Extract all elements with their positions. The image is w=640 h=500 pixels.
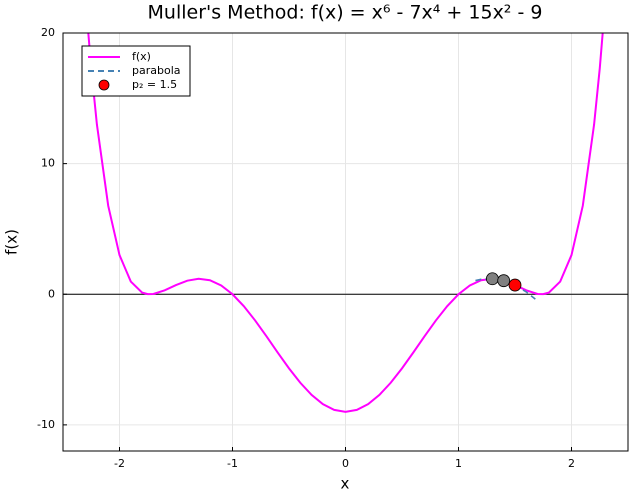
x-tick-label: -1: [227, 457, 238, 470]
y-tick-label: 20: [41, 26, 55, 39]
y-axis-label: f(x): [3, 229, 21, 255]
scatter-point: [485, 272, 499, 286]
legend-label: p₂ = 1.5: [132, 78, 177, 91]
x-tick-label: 0: [342, 457, 349, 470]
series-line: [87, 33, 604, 413]
x-tick-label: 2: [568, 457, 575, 470]
scatter-point: [508, 278, 522, 292]
y-tick-label: 0: [48, 287, 55, 300]
chart-title: Muller's Method: f(x) = x⁶ - 7x⁴ + 15x² …: [148, 2, 543, 24]
y-tick-label: -10: [37, 418, 55, 431]
scatter-point: [497, 274, 511, 288]
x-axis-label: x: [341, 475, 350, 493]
x-tick-label: 1: [455, 457, 462, 470]
y-tick-label: 10: [41, 157, 55, 170]
legend-label: f(x): [132, 50, 151, 63]
legend-label: parabola: [132, 64, 181, 77]
series-line: [475, 277, 536, 300]
x-tick-label: -2: [114, 457, 125, 470]
plot-area: [63, 33, 628, 413]
legend-swatch: [98, 79, 110, 91]
